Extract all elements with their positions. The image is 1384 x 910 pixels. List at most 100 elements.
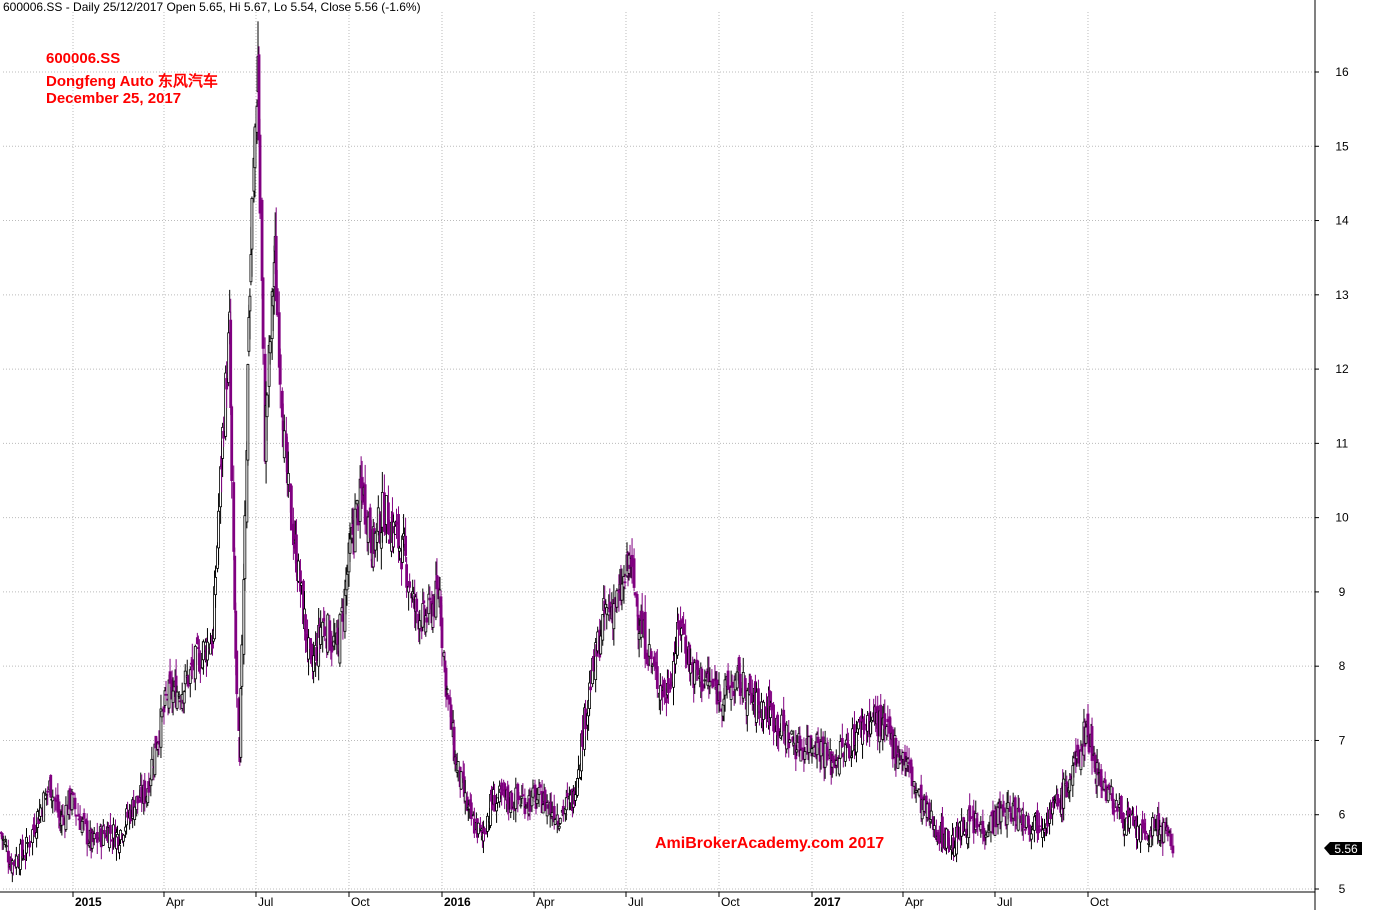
price-bar-body bbox=[253, 126, 257, 169]
price-bar-body bbox=[615, 590, 619, 608]
price-bar-body bbox=[1068, 779, 1072, 792]
price-bar-body bbox=[229, 319, 233, 408]
x-tick-label: Apr bbox=[536, 895, 555, 909]
price-bar-body bbox=[348, 538, 352, 554]
price-bar-body bbox=[133, 806, 137, 820]
price-bar-body bbox=[1144, 830, 1148, 835]
price-bar-body bbox=[143, 780, 147, 804]
price-bar-body bbox=[82, 813, 86, 819]
price-bar-body bbox=[519, 804, 523, 807]
price-bar-body bbox=[21, 839, 24, 856]
price-bar-body bbox=[182, 691, 186, 704]
price-bar-body bbox=[674, 653, 677, 665]
price-bar-body bbox=[246, 364, 250, 461]
price-bar-body bbox=[175, 691, 179, 709]
price-bar-body bbox=[405, 564, 409, 588]
x-tick-label: Oct bbox=[351, 895, 370, 909]
price-bar-body bbox=[1036, 810, 1039, 834]
price-bar-body bbox=[150, 758, 154, 781]
price-bar-body bbox=[762, 701, 765, 720]
price-bar-body bbox=[232, 482, 236, 552]
price-bar-body bbox=[788, 739, 792, 743]
price-bar-body bbox=[647, 644, 651, 657]
price-bar-body bbox=[275, 288, 279, 316]
price-bar-body bbox=[837, 757, 841, 775]
price-bar-body bbox=[682, 623, 686, 635]
price-bar-body bbox=[1128, 816, 1131, 829]
y-tick-label: 16 bbox=[1335, 65, 1349, 79]
price-bar-body bbox=[469, 802, 473, 820]
price-bar-body bbox=[188, 669, 192, 684]
price-bar-body bbox=[1049, 809, 1052, 820]
y-tick-label: 7 bbox=[1339, 733, 1346, 747]
price-bar-body bbox=[745, 690, 749, 716]
annotation-ticker: 600006.SS bbox=[46, 50, 121, 67]
chart-header: 600006.SS - Daily 25/12/2017 Open 5.65, … bbox=[3, 0, 421, 14]
price-bar-body bbox=[209, 643, 212, 655]
x-tick-label: 2017 bbox=[814, 895, 841, 909]
price-bar-body bbox=[459, 771, 463, 790]
price-bar-body bbox=[517, 795, 521, 801]
price-bar-body bbox=[1, 838, 5, 841]
price-bar-body bbox=[969, 816, 973, 820]
price-bar-body bbox=[206, 641, 209, 661]
price-bar-body bbox=[620, 583, 624, 601]
price-bar-body bbox=[1112, 810, 1116, 813]
x-tick-label: Jul bbox=[258, 895, 273, 909]
y-tick-label: 11 bbox=[1336, 436, 1349, 450]
price-bars bbox=[0, 21, 1175, 883]
price-bar-body bbox=[632, 558, 636, 588]
price-bar-body bbox=[61, 815, 65, 818]
annotation-date: December 25, 2017 bbox=[46, 90, 182, 107]
y-tick-label: 13 bbox=[1335, 288, 1349, 302]
annotation-company: Dongfeng Auto 东风汽车 bbox=[46, 73, 218, 90]
price-bar-body bbox=[894, 737, 898, 764]
price-bar-body bbox=[1162, 822, 1166, 843]
price-bar-body bbox=[64, 804, 68, 830]
price-bar-body bbox=[521, 794, 525, 797]
y-tick-label: 14 bbox=[1335, 214, 1349, 228]
price-bar-body bbox=[723, 679, 727, 696]
price-bar-body bbox=[1033, 816, 1036, 831]
price-bar-body bbox=[160, 710, 164, 718]
price-bar-body bbox=[708, 681, 712, 687]
x-tick-label: Oct bbox=[1090, 895, 1109, 909]
price-bar-body bbox=[718, 691, 722, 703]
price-bar-body bbox=[230, 406, 234, 481]
price-bar-body bbox=[118, 844, 121, 853]
price-bar-body bbox=[754, 691, 758, 723]
price-bar-body bbox=[1017, 807, 1021, 813]
price-bar-body bbox=[1021, 814, 1025, 829]
price-bar-body bbox=[338, 614, 342, 664]
price-bar-body bbox=[250, 197, 254, 250]
price-bar-body bbox=[225, 378, 229, 390]
price-bar-body bbox=[46, 790, 50, 793]
last-price-badge-shape bbox=[1324, 842, 1362, 855]
price-bar-body bbox=[1002, 807, 1006, 813]
price-bar-body bbox=[168, 671, 172, 684]
price-bar-body bbox=[665, 697, 668, 704]
price-bar-body bbox=[418, 620, 422, 630]
price-bar-body bbox=[387, 502, 390, 535]
price-bar-body bbox=[479, 824, 482, 828]
price-bar-body bbox=[177, 694, 181, 697]
price-bar-body bbox=[164, 693, 168, 696]
price-bar-body bbox=[870, 719, 874, 723]
x-tick-label: Oct bbox=[721, 895, 740, 909]
price-bar-body bbox=[102, 829, 106, 835]
price-bar-body bbox=[233, 555, 237, 610]
price-bar-body bbox=[599, 635, 603, 655]
price-bar-body bbox=[299, 570, 302, 592]
price-bar-body bbox=[71, 792, 75, 796]
price-bar-body bbox=[663, 679, 666, 697]
price-bar-body bbox=[116, 834, 119, 838]
price-bar-body bbox=[345, 573, 349, 591]
price-bar-body bbox=[193, 645, 197, 680]
price-bar-body bbox=[330, 641, 334, 653]
price-bar-body bbox=[999, 807, 1003, 823]
y-tick-label: 5 bbox=[1339, 882, 1346, 896]
price-bar-body bbox=[795, 749, 799, 753]
price-bar-body bbox=[19, 843, 22, 870]
price-bar-body bbox=[558, 817, 562, 824]
